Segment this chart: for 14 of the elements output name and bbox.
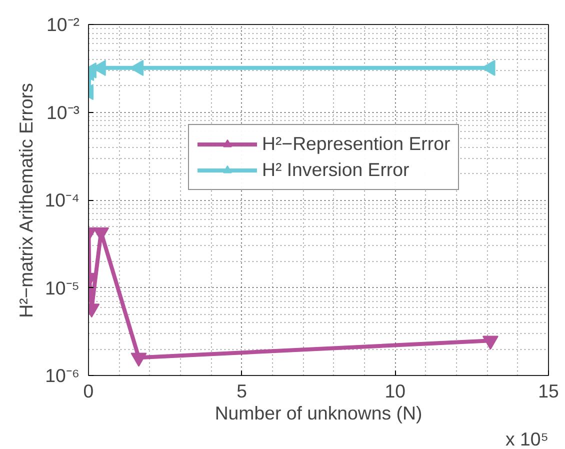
y-tick-label: 10⁻⁶ [45, 365, 80, 386]
y-tick-label: 10⁻² [46, 14, 80, 35]
text: x 10⁵ [506, 428, 549, 449]
legend-label: H² Inversion Error [262, 159, 410, 181]
x-axis-title: Number of unknowns (N) [214, 402, 422, 424]
y-tick-label: 10⁻⁵ [45, 277, 80, 298]
x-tick-label: 15 [538, 380, 559, 402]
y-tick-label: 10⁻³ [46, 102, 80, 123]
x-tick-label: 10 [384, 380, 406, 402]
x-tick-label: 5 [236, 380, 248, 402]
y-axis-title: H²−matrix Arithematic Errors [16, 83, 37, 318]
legend-label: H²−Represention Error [262, 133, 450, 155]
y-tick-label: 10⁻⁴ [44, 190, 80, 210]
x-tick-label: 0 [83, 380, 94, 402]
